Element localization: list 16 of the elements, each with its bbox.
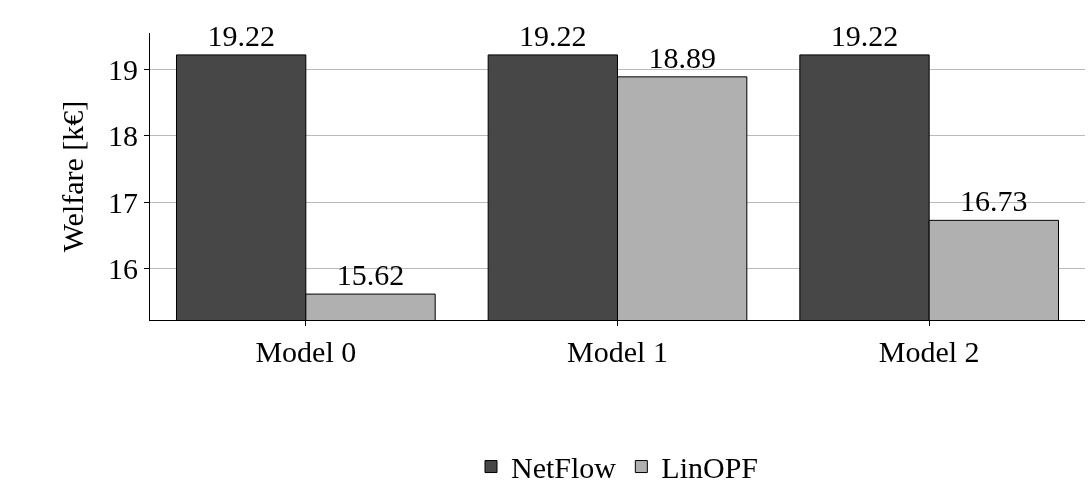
x-tick-label: Model 0 (255, 335, 357, 368)
x-tick-label: Model 2 (878, 335, 980, 368)
data-label: 19.22 (519, 18, 587, 52)
y-tick-label: 19 (108, 53, 138, 87)
data-label: 19.22 (830, 18, 899, 52)
data-label: 15.62 (336, 258, 405, 292)
data-label: 18.89 (648, 40, 716, 74)
legend-label: LinOPF (661, 451, 759, 485)
y-axis-title: Welfare [k€] (56, 100, 89, 253)
data-label: 19.22 (207, 18, 275, 52)
y-tick-label: 18 (108, 119, 138, 153)
y-tick-label: 16 (108, 252, 138, 286)
data-label: 16.73 (960, 184, 1028, 218)
x-tick-label: Model 1 (567, 335, 668, 368)
y-tick-label: 17 (108, 185, 138, 219)
legend-label: NetFlow (511, 451, 617, 485)
